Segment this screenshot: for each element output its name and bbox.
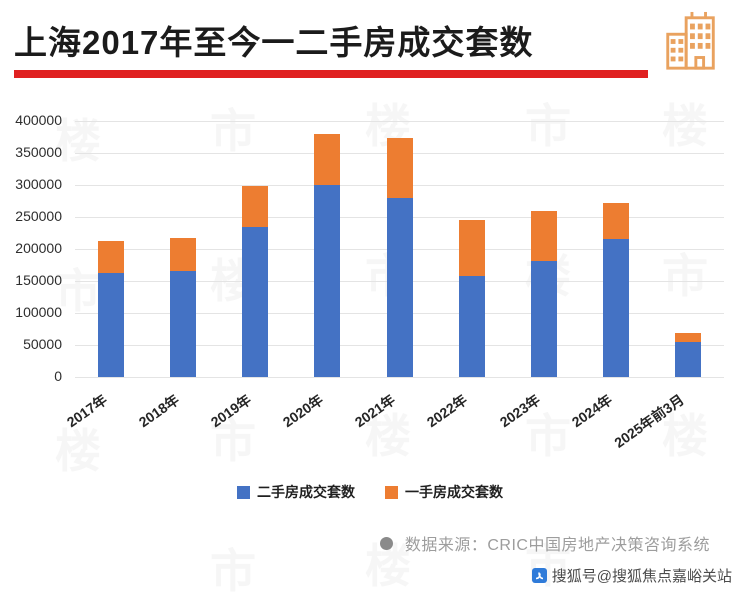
bar-2021年 — [386, 138, 413, 377]
watermark-text: 市 — [210, 545, 256, 597]
source-bullet-icon — [379, 536, 393, 550]
legend-swatch-newhome — [385, 485, 398, 499]
y-axis: 400000 350000 300000 250000 200000 150000 1000… — [0, 112, 70, 384]
bar-segment-newhome — [386, 138, 413, 198]
bar-2024年 — [602, 202, 629, 377]
bar-segment-secondhand — [170, 271, 197, 377]
credit-line: 搜狐号@搜狐焦点嘉峪关站 — [531, 565, 732, 586]
legend-swatch-secondhand — [237, 485, 250, 499]
bar-segment-secondhand — [674, 341, 701, 377]
bar-segment-secondhand — [530, 261, 557, 377]
gridline — [75, 121, 724, 122]
legend-label-secondhand: 二手房成交套数 — [257, 484, 355, 500]
building-icon — [666, 11, 715, 70]
x-tick-label: 2025年前3月 — [611, 391, 687, 451]
bar-2020年 — [314, 134, 341, 377]
bar-segment-newhome — [98, 240, 125, 273]
x-tick-label: 2020年 — [280, 391, 327, 431]
sohu-icon — [531, 568, 547, 583]
x-tick-label: 2018年 — [135, 391, 183, 431]
y-tick-label: 350000 — [15, 144, 62, 160]
bar-segment-newhome — [458, 219, 485, 276]
y-tick-label: 200000 — [15, 240, 62, 256]
credit-text: 搜狐号@搜狐焦点嘉峪关站 — [551, 568, 732, 585]
bar-2019年 — [242, 186, 269, 377]
y-tick-label: 0 — [54, 368, 62, 384]
y-tick-label: 250000 — [15, 208, 62, 224]
x-tick-label: 2022年 — [424, 391, 471, 431]
x-tick-label: 2021年 — [352, 391, 399, 431]
x-axis: 2017年 2018年 2019年 2020年 2021年 2022年 2023年 2024年… — [64, 382, 724, 460]
bar-2023年 — [530, 211, 557, 377]
page-title: 上海2017年至今一二手房成交套数 — [14, 24, 534, 61]
plot-area — [75, 121, 724, 378]
bar-segment-secondhand — [314, 185, 341, 377]
bar-segment-newhome — [530, 211, 557, 262]
x-tick-label: 2023年 — [496, 391, 543, 431]
bar-segment-secondhand — [242, 226, 269, 377]
x-tick-label: 2019年 — [207, 391, 255, 431]
bar-segment-newhome — [602, 202, 629, 239]
y-tick-label: 50000 — [23, 336, 62, 352]
y-tick-label: 300000 — [15, 176, 62, 192]
y-tick-label: 150000 — [15, 272, 62, 288]
bar-2025年前3月 — [674, 332, 701, 377]
bar-segment-newhome — [314, 134, 341, 185]
bar-segment-newhome — [170, 238, 197, 272]
bar-segment-secondhand — [458, 275, 485, 377]
bar-2022年 — [458, 219, 485, 377]
source-line: 数据来源：CRIC中国房地产决策咨询系统 — [379, 531, 710, 555]
y-tick-label: 100000 — [15, 304, 62, 320]
x-tick-label: 2024年 — [568, 391, 615, 431]
source-text: 数据来源：CRIC中国房地产决策咨询系统 — [404, 537, 710, 554]
bar-segment-secondhand — [386, 197, 413, 377]
bar-segment-newhome — [242, 186, 269, 227]
bar-segment-secondhand — [98, 272, 125, 377]
bar-segment-newhome — [674, 332, 701, 342]
legend: 二手房成交套数 一手房成交套数 — [0, 482, 740, 502]
legend-item-newhome: 一手房成交套数 — [385, 482, 503, 502]
legend-label-newhome: 一手房成交套数 — [405, 484, 503, 500]
bar-2018年 — [170, 238, 197, 377]
legend-item-secondhand: 二手房成交套数 — [237, 482, 355, 502]
title-underline — [14, 70, 648, 78]
y-tick-label: 400000 — [15, 112, 62, 128]
gridline — [75, 377, 724, 378]
x-tick-label: 2017年 — [63, 391, 110, 431]
bar-2017年 — [98, 240, 125, 377]
bar-segment-secondhand — [602, 238, 629, 377]
